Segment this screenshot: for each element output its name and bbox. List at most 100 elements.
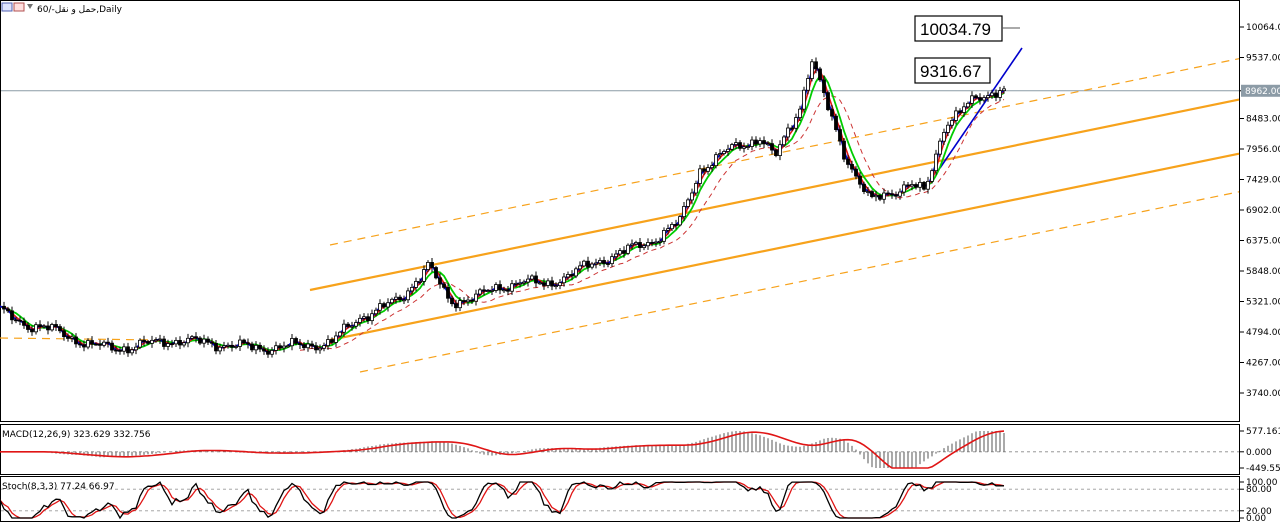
candle-body bbox=[466, 299, 470, 303]
channel-lower-line[interactable] bbox=[329, 152, 1240, 342]
current-price-tag bbox=[1241, 84, 1280, 97]
stoch-title: Stoch(8,3,3) 77.24 66.97 bbox=[2, 482, 115, 492]
candle-body bbox=[682, 206, 686, 218]
candle-body bbox=[526, 278, 530, 283]
price-label-box-1[interactable]: 10034.79 bbox=[914, 15, 1020, 42]
candle-body bbox=[566, 274, 570, 278]
candle-body bbox=[854, 168, 858, 177]
candle-body bbox=[58, 326, 62, 332]
candle-body bbox=[346, 323, 350, 327]
candle-body bbox=[74, 336, 78, 345]
candle-body bbox=[114, 349, 118, 352]
candle-body bbox=[738, 142, 742, 149]
candle-body bbox=[306, 343, 310, 349]
channel-lower-dashed-line[interactable] bbox=[359, 191, 1240, 373]
candle-body bbox=[990, 92, 994, 97]
candle-body bbox=[702, 168, 706, 172]
candle-body bbox=[310, 343, 314, 347]
candle-body bbox=[126, 346, 130, 354]
candle-body bbox=[754, 139, 758, 145]
channel-upper-dashed-line[interactable] bbox=[329, 58, 1240, 246]
candle-body bbox=[806, 78, 810, 91]
candle-body bbox=[998, 90, 1002, 98]
candle-body bbox=[762, 140, 766, 145]
candle-body bbox=[678, 216, 682, 226]
candle-body bbox=[218, 346, 222, 352]
price-label-1: 10034.79 bbox=[920, 20, 991, 39]
window-title-bar: حمل و نقل-/60,Daily bbox=[1, 2, 123, 15]
candle-body bbox=[302, 344, 306, 349]
candle-body bbox=[70, 336, 74, 339]
candle-body bbox=[510, 283, 514, 292]
candle-body bbox=[822, 79, 826, 94]
channel-upper-line[interactable] bbox=[309, 98, 1240, 292]
candle-body bbox=[562, 276, 566, 284]
stoch-tick-label: 0.00 bbox=[1246, 514, 1266, 524]
candle-body bbox=[734, 142, 738, 145]
candle-body bbox=[826, 92, 830, 111]
candle-body bbox=[894, 194, 898, 197]
candle-body bbox=[902, 184, 906, 193]
candle-body bbox=[722, 151, 726, 154]
candle-body bbox=[46, 325, 50, 331]
candle-body bbox=[634, 242, 638, 245]
price-tick-label: 8483.00 bbox=[1246, 115, 1280, 125]
candle-body bbox=[810, 61, 814, 79]
trend-line[interactable] bbox=[939, 47, 1023, 169]
candle-body bbox=[34, 324, 38, 333]
candle-body bbox=[858, 175, 862, 185]
candle-body bbox=[378, 303, 382, 311]
candle-body bbox=[962, 106, 966, 113]
candle-body bbox=[906, 184, 910, 187]
price-tick-label: 3740.00 bbox=[1246, 389, 1280, 399]
price-label-box-2[interactable]: 9316.67 bbox=[914, 57, 991, 84]
candle-body bbox=[502, 289, 506, 292]
candle-body bbox=[482, 289, 486, 292]
candle-body bbox=[198, 337, 202, 344]
candle-body bbox=[666, 228, 670, 231]
candle-body bbox=[190, 336, 194, 339]
candle-body bbox=[546, 280, 550, 286]
candle-body bbox=[866, 191, 870, 193]
stoch-main-line bbox=[0, 481, 1004, 520]
candle-body bbox=[186, 337, 190, 344]
candle-body bbox=[534, 275, 538, 284]
candle-body bbox=[638, 242, 642, 249]
candle-body bbox=[938, 140, 942, 155]
candle-body bbox=[770, 143, 774, 151]
candle-body bbox=[782, 136, 786, 146]
candle-body bbox=[698, 168, 702, 184]
candle-body bbox=[350, 325, 354, 328]
candle-body bbox=[454, 303, 458, 309]
price-tick-label: 5321.00 bbox=[1246, 298, 1280, 308]
candle-body bbox=[398, 296, 402, 301]
candle-body bbox=[274, 345, 278, 351]
candle-body bbox=[250, 343, 254, 351]
candle-body bbox=[174, 340, 178, 345]
candle-body bbox=[54, 324, 58, 328]
candle-body bbox=[798, 108, 802, 118]
candle-body bbox=[982, 97, 986, 101]
candle-body bbox=[98, 343, 102, 346]
candle-body bbox=[746, 146, 750, 148]
candle-body bbox=[166, 343, 170, 347]
candle-body bbox=[850, 163, 854, 170]
candle-body bbox=[934, 153, 938, 172]
candle-body bbox=[630, 243, 634, 246]
candle-body bbox=[846, 158, 850, 165]
candle-body bbox=[946, 124, 950, 133]
candle-body bbox=[654, 241, 658, 244]
candle-body bbox=[506, 289, 510, 292]
candle-body bbox=[618, 250, 622, 255]
candle-body bbox=[730, 144, 734, 150]
candle-body bbox=[322, 345, 326, 349]
candle-body bbox=[110, 342, 114, 351]
candle-body bbox=[294, 338, 298, 344]
stoch-frame bbox=[0, 476, 1240, 522]
dropdown-icon[interactable] bbox=[27, 4, 33, 9]
candle-body bbox=[38, 324, 42, 328]
price-channel[interactable] bbox=[0, 47, 1240, 373]
candle-body bbox=[154, 339, 158, 342]
candle-body bbox=[226, 344, 230, 347]
